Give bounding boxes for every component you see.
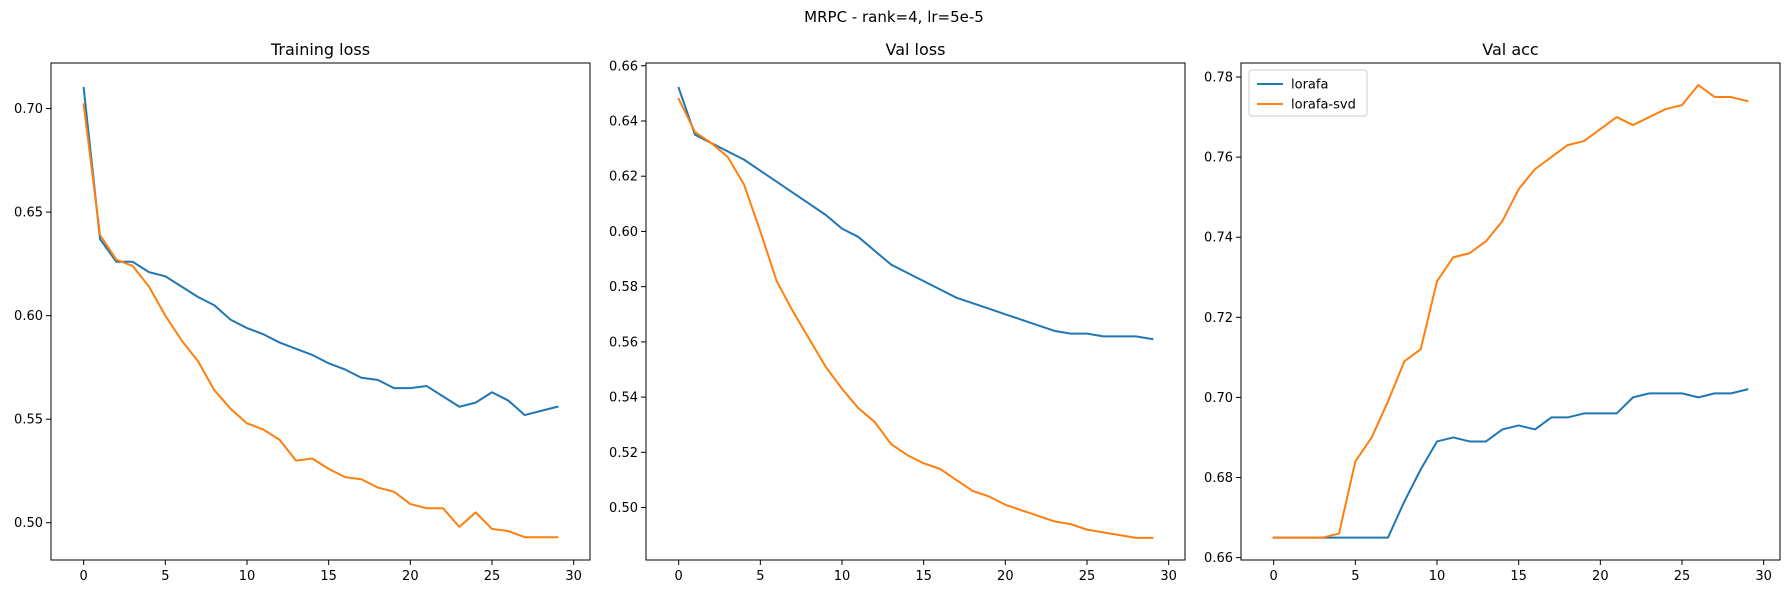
x-tick-label: 15 bbox=[1510, 569, 1527, 584]
x-tick-label: 30 bbox=[1755, 569, 1772, 584]
x-tick-label: 20 bbox=[997, 569, 1014, 584]
x-tick-label: 10 bbox=[1429, 569, 1446, 584]
y-tick-label: 0.56 bbox=[609, 335, 638, 350]
subplot-1: Training loss 0 5 10 15 20 25 30 0.50 0.55 0.60 0.6… bbox=[14, 40, 591, 584]
y-tick-label: 0.58 bbox=[609, 280, 638, 295]
subplot-2: Val loss 0 5 10 15 20 25 30 0.50 0.52 0.54 0.56 0.58… bbox=[609, 40, 1186, 584]
y-tick-label: 0.66 bbox=[609, 59, 638, 74]
y-tick-label: 0.78 bbox=[1204, 71, 1233, 86]
y-tick-label: 0.68 bbox=[1204, 471, 1233, 486]
subplot-title: Val acc bbox=[1482, 40, 1538, 59]
series-line-lorafa-svd bbox=[1272, 84, 1749, 539]
y-tick-label: 0.62 bbox=[609, 170, 638, 185]
x-tick-label: 0 bbox=[675, 569, 683, 584]
y-tick-label: 0.70 bbox=[1204, 391, 1233, 406]
y-tick-label: 0.70 bbox=[14, 102, 43, 117]
y-tick-label: 0.72 bbox=[1204, 311, 1233, 326]
subplot-title: Training loss bbox=[270, 40, 370, 59]
y-tick-label: 0.66 bbox=[1204, 551, 1233, 566]
figure-title: MRPC - rank=4, lr=5e-5 bbox=[804, 8, 984, 26]
y-tick-label: 0.60 bbox=[14, 309, 43, 324]
x-tick-label: 20 bbox=[1592, 569, 1609, 584]
x-tick-label: 5 bbox=[756, 569, 764, 584]
x-tick-label: 5 bbox=[1351, 569, 1359, 584]
series-line-lorafa bbox=[1272, 388, 1749, 539]
y-tick-label: 0.60 bbox=[609, 225, 638, 240]
x-tick-label: 5 bbox=[161, 569, 169, 584]
axes-frame bbox=[50, 62, 591, 561]
legend-label-lorafa-svd: lorafa-svd bbox=[1291, 98, 1356, 113]
x-tick-label: 25 bbox=[484, 569, 501, 584]
x-tick-label: 10 bbox=[239, 569, 256, 584]
subplot-3: Val acc 0 5 10 15 20 25 30 0.66 0.68 0.70 0.72 0.74 0… bbox=[1204, 40, 1781, 584]
series-line-lorafa-svd bbox=[82, 103, 559, 539]
legend-label-lorafa: lorafa bbox=[1291, 78, 1328, 93]
subplot-panels: Training loss 0 5 10 15 20 25 30 0.50 0.55 0.60 0.6… bbox=[14, 40, 1781, 584]
x-tick-label: 15 bbox=[915, 569, 932, 584]
x-tick-label: 10 bbox=[834, 569, 851, 584]
y-tick-label: 0.50 bbox=[609, 501, 638, 516]
y-tick-label: 0.74 bbox=[1204, 231, 1233, 246]
y-tick-label: 0.50 bbox=[14, 516, 43, 531]
axes-frame bbox=[1240, 62, 1781, 561]
axes-frame bbox=[645, 62, 1186, 561]
x-tick-label: 30 bbox=[1160, 569, 1177, 584]
series-line-lorafa bbox=[82, 86, 559, 417]
x-tick-label: 30 bbox=[565, 569, 582, 584]
x-tick-label: 20 bbox=[402, 569, 419, 584]
x-tick-label: 0 bbox=[80, 569, 88, 584]
y-tick-label: 0.65 bbox=[14, 206, 43, 221]
series-line-lorafa-svd bbox=[677, 97, 1154, 539]
x-tick-label: 25 bbox=[1079, 569, 1096, 584]
subplot-title: Val loss bbox=[886, 40, 946, 59]
x-tick-label: 0 bbox=[1270, 569, 1278, 584]
legend: lorafa lorafa-svd bbox=[1248, 69, 1368, 117]
x-tick-label: 25 bbox=[1674, 569, 1691, 584]
y-tick-label: 0.76 bbox=[1204, 151, 1233, 166]
series-line-lorafa bbox=[677, 86, 1154, 341]
y-tick-label: 0.64 bbox=[609, 114, 638, 129]
y-tick-label: 0.55 bbox=[14, 413, 43, 428]
y-tick-label: 0.52 bbox=[609, 446, 638, 461]
y-tick-label: 0.54 bbox=[609, 391, 638, 406]
x-tick-label: 15 bbox=[320, 569, 337, 584]
